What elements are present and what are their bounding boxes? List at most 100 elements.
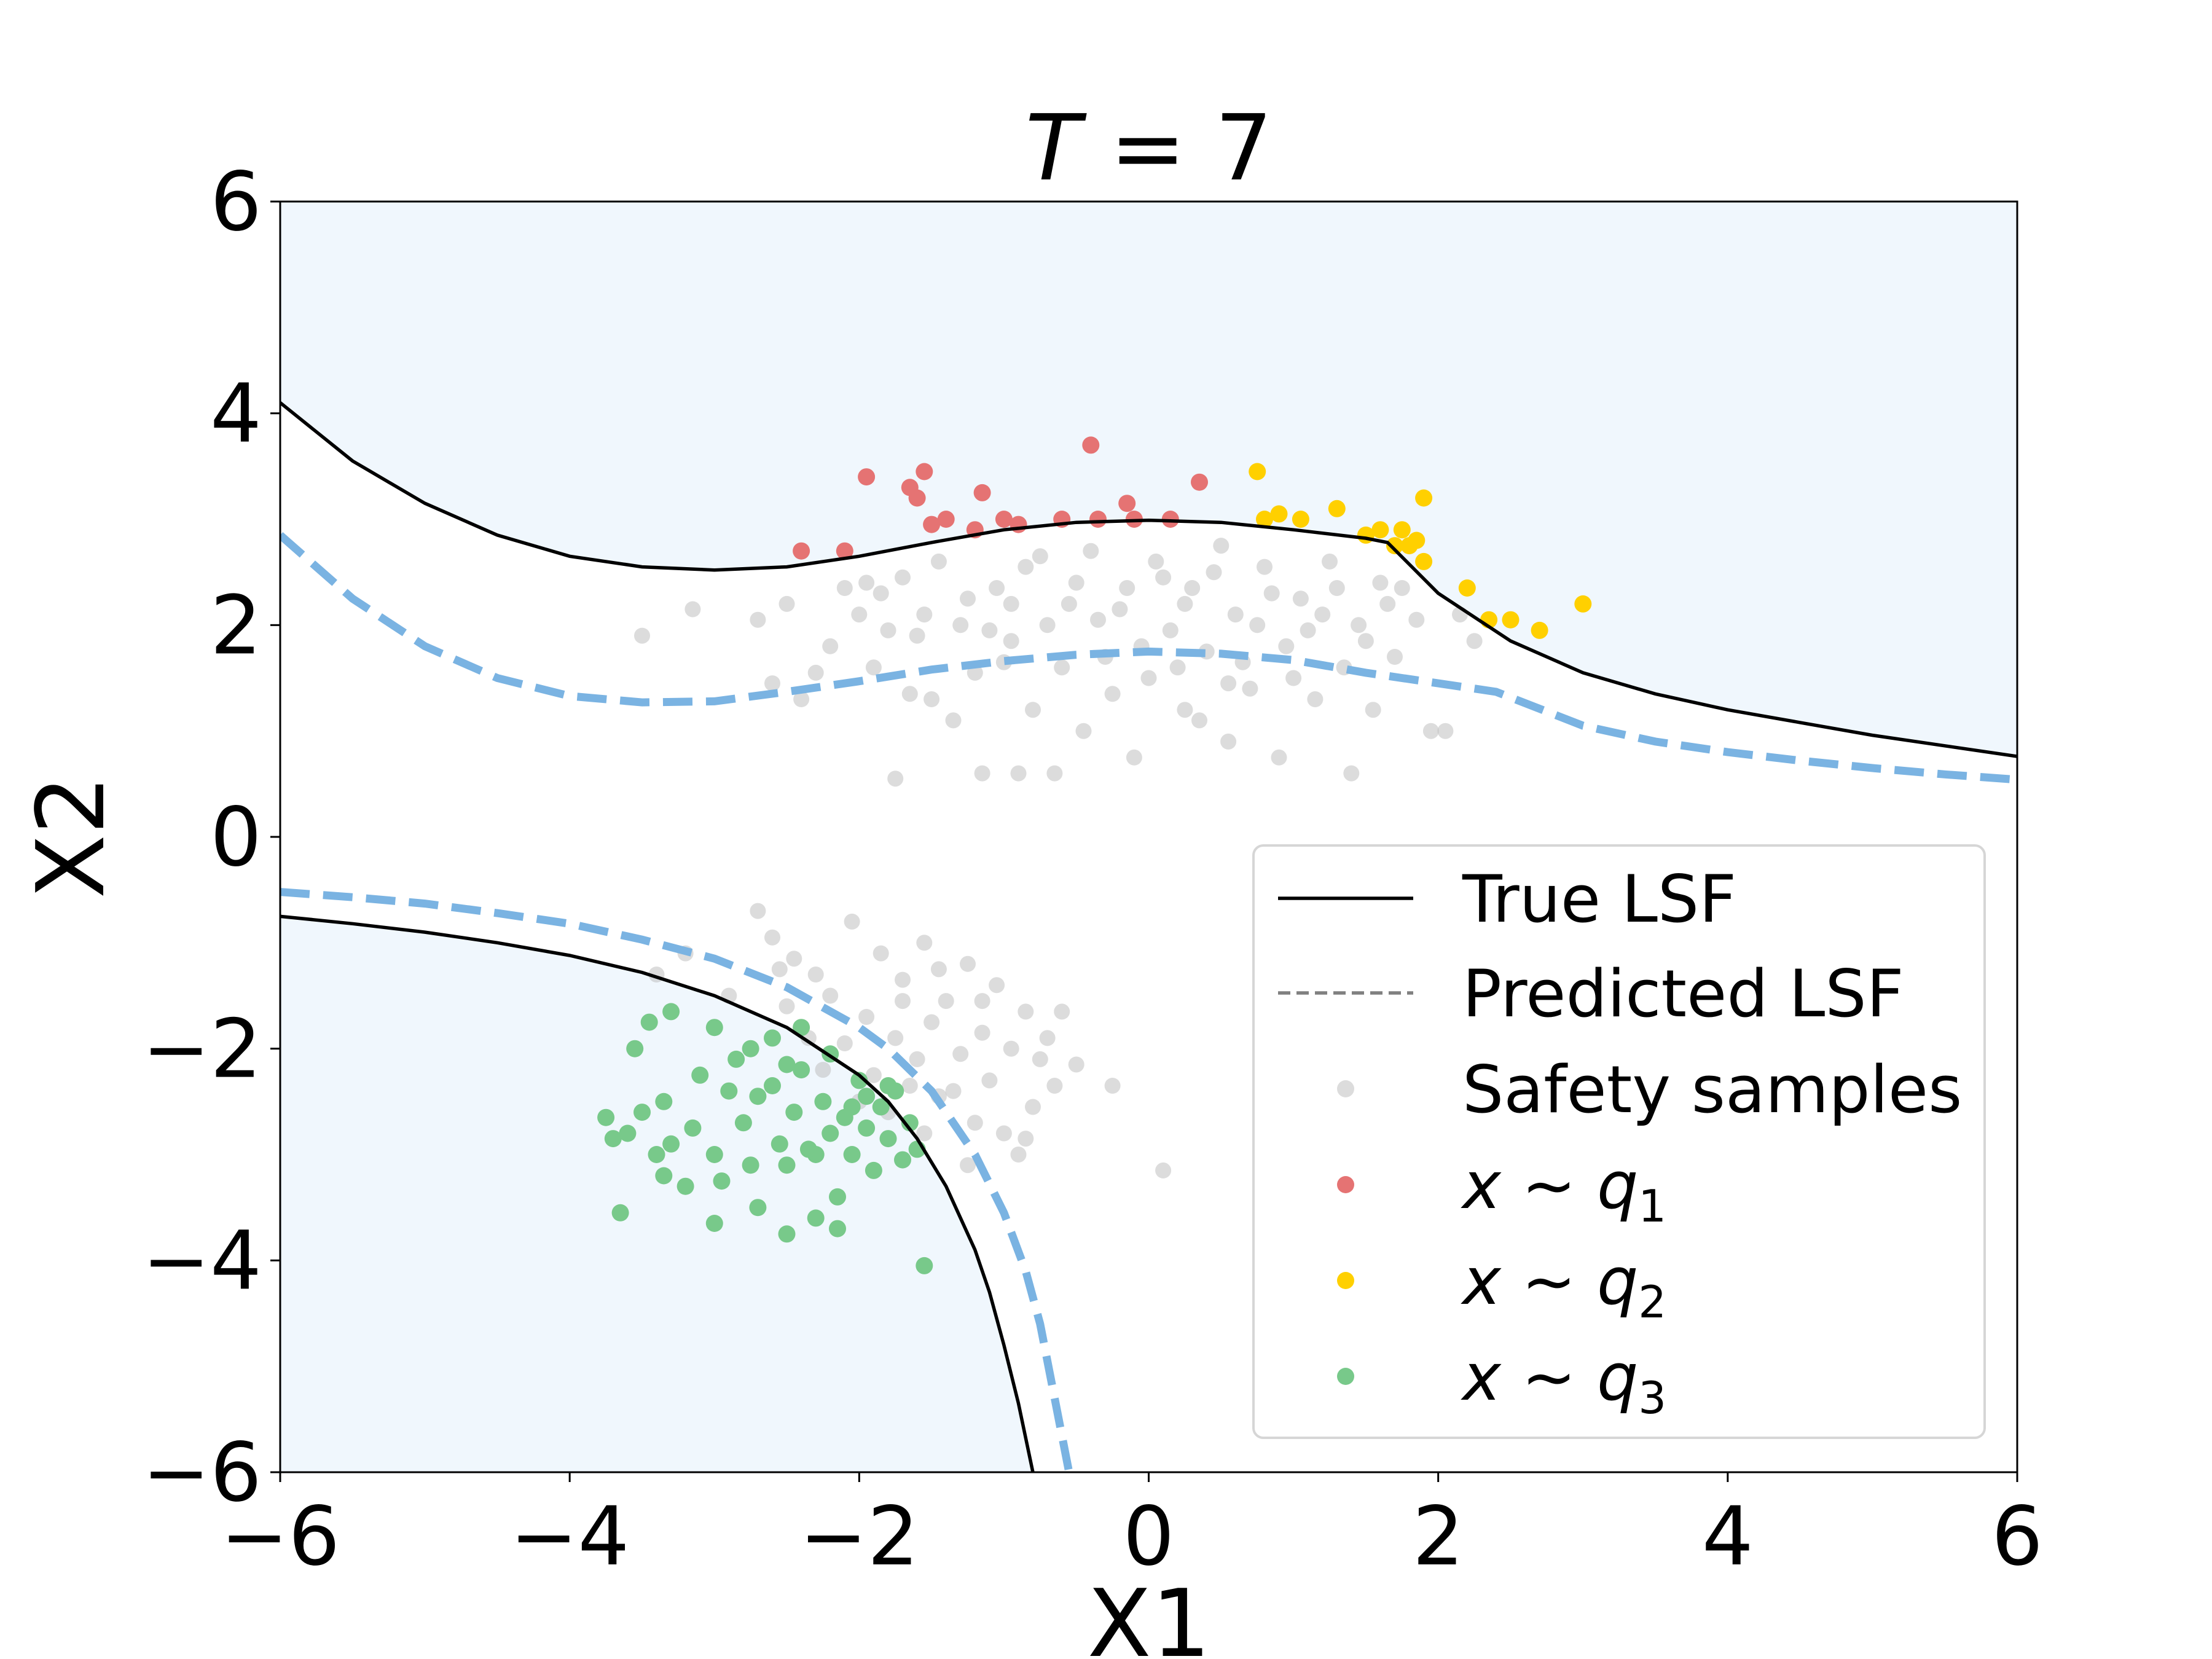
- safety-sample-point: [873, 945, 889, 962]
- safety-sample-point: [1328, 580, 1345, 596]
- safety-sample-point: [1046, 1078, 1063, 1094]
- safety-sample-point: [634, 627, 650, 644]
- safety-sample-point: [1314, 606, 1331, 623]
- safety-sample-point: [1046, 765, 1063, 782]
- x-q2-sample-point: [1292, 511, 1309, 528]
- safety-sample-point: [916, 935, 933, 951]
- safety-sample-point: [822, 638, 839, 654]
- safety-sample-point: [1466, 633, 1483, 649]
- safety-sample-point: [1220, 733, 1237, 750]
- y-axis-ticks: −6 −4 −2 0 2 4 6: [142, 155, 280, 1520]
- safety-sample-point: [1249, 617, 1266, 633]
- safety-sample-point: [901, 1078, 918, 1094]
- safety-sample-point: [1285, 670, 1302, 686]
- safety-sample-point: [1278, 638, 1295, 654]
- x-q3-sample-point: [604, 1130, 622, 1148]
- x-q3-sample-point: [597, 1108, 615, 1126]
- safety-sample-point: [1206, 564, 1222, 581]
- x-q3-sample-point: [684, 1119, 702, 1137]
- safety-sample-point: [793, 691, 810, 707]
- legend-label-q3: x ~ q3: [1461, 1339, 1666, 1424]
- safety-sample-point: [1112, 601, 1128, 618]
- safety-sample-point: [895, 993, 911, 1010]
- safety-sample-point: [1068, 575, 1084, 591]
- safety-sample-point: [967, 1115, 983, 1131]
- x-tick-label: −4: [510, 1489, 630, 1584]
- x-q3-sample-point: [648, 1146, 665, 1163]
- y-tick-label: 2: [210, 578, 262, 673]
- safety-sample-point: [974, 1024, 990, 1041]
- x-q2-sample-point: [1531, 621, 1548, 639]
- safety-sample-point: [1213, 538, 1230, 554]
- legend-label-q1: x ~ q1: [1461, 1148, 1666, 1232]
- x-q3-sample-point: [858, 1119, 876, 1137]
- x-q2-sample-point: [1249, 463, 1266, 480]
- failure-region-lower: [280, 916, 1033, 1472]
- x-q2-sample-point: [1415, 552, 1433, 570]
- safety-sample-point: [1054, 659, 1070, 676]
- safety-sample-point: [1032, 548, 1048, 565]
- safety-sample-point: [981, 1072, 998, 1089]
- legend-q3-swatch: [1337, 1368, 1354, 1385]
- safety-sample-point: [1387, 649, 1403, 665]
- safety-sample-point: [1177, 595, 1193, 612]
- x-q1-sample-point: [973, 484, 991, 501]
- x-q3-sample-point: [879, 1130, 897, 1148]
- safety-sample-point: [1010, 1147, 1027, 1163]
- safety-sample-point: [924, 691, 940, 707]
- x-q3-sample-point: [764, 1029, 781, 1047]
- safety-sample-point: [1263, 585, 1280, 602]
- x-q3-sample-point: [720, 1082, 738, 1100]
- x-q3-sample-point: [705, 1146, 723, 1163]
- safety-sample-point: [1191, 712, 1207, 729]
- x-q3-sample-point: [691, 1066, 709, 1084]
- safety-sample-point: [952, 1046, 969, 1062]
- safety-sample-point: [989, 977, 1005, 994]
- safety-sample-point: [1162, 622, 1179, 638]
- y-tick-label: −2: [142, 1002, 262, 1097]
- x-q2-sample-point: [1415, 489, 1433, 507]
- true-lsf-upper-line: [280, 401, 2017, 758]
- safety-sample-point: [1394, 580, 1410, 596]
- safety-sample-point: [1379, 595, 1396, 612]
- safety-sample-point: [916, 1125, 933, 1142]
- safety-sample-point: [1177, 702, 1193, 718]
- safety-sample-point: [1184, 580, 1201, 596]
- x-q1-sample-point: [1191, 473, 1208, 491]
- safety-sample-point: [960, 1157, 976, 1174]
- predicted-lsf-lower-line: [280, 888, 1073, 1472]
- safety-sample-point: [1104, 1078, 1121, 1094]
- x-q2-sample-point: [1328, 500, 1346, 517]
- x-q2-sample-point: [1270, 505, 1288, 523]
- x-q3-sample-point: [640, 1013, 658, 1031]
- y-tick-label: 6: [210, 155, 262, 249]
- safety-sample-point: [1322, 553, 1338, 570]
- safety-sample-point: [1242, 680, 1258, 697]
- safety-sample-point: [836, 1035, 853, 1051]
- safety-sample-point: [1140, 670, 1157, 686]
- x-q1-sample-point: [793, 542, 810, 560]
- chart-title: T = 7: [1026, 95, 1273, 201]
- x-q3-sample-point: [749, 1199, 767, 1217]
- safety-sample-point: [938, 993, 954, 1010]
- scatter-points: [597, 436, 1592, 1274]
- safety-sample-point: [1257, 559, 1273, 575]
- safety-sample-point: [1075, 723, 1092, 739]
- safety-sample-point: [974, 765, 990, 782]
- safety-sample-point: [1018, 1131, 1034, 1147]
- y-axis-label: X2: [17, 775, 125, 899]
- safety-sample-point: [1126, 749, 1142, 766]
- x-q3-sample-point: [611, 1204, 629, 1222]
- x-q3-sample-point: [778, 1056, 796, 1073]
- safety-sample-point: [1090, 611, 1106, 628]
- x-tick-label: 0: [1123, 1489, 1175, 1584]
- safety-sample-point: [909, 1051, 925, 1067]
- x-q3-sample-point: [713, 1172, 731, 1190]
- legend-label-q2: x ~ q2: [1461, 1244, 1666, 1328]
- legend-label-predicted-lsf: Predicted LSF: [1462, 956, 1904, 1032]
- safety-sample-point: [1003, 1040, 1019, 1057]
- safety-sample-point: [1032, 1051, 1048, 1067]
- safety-sample-point: [989, 580, 1005, 596]
- x-q2-sample-point: [1371, 521, 1389, 539]
- safety-sample-point: [844, 913, 860, 930]
